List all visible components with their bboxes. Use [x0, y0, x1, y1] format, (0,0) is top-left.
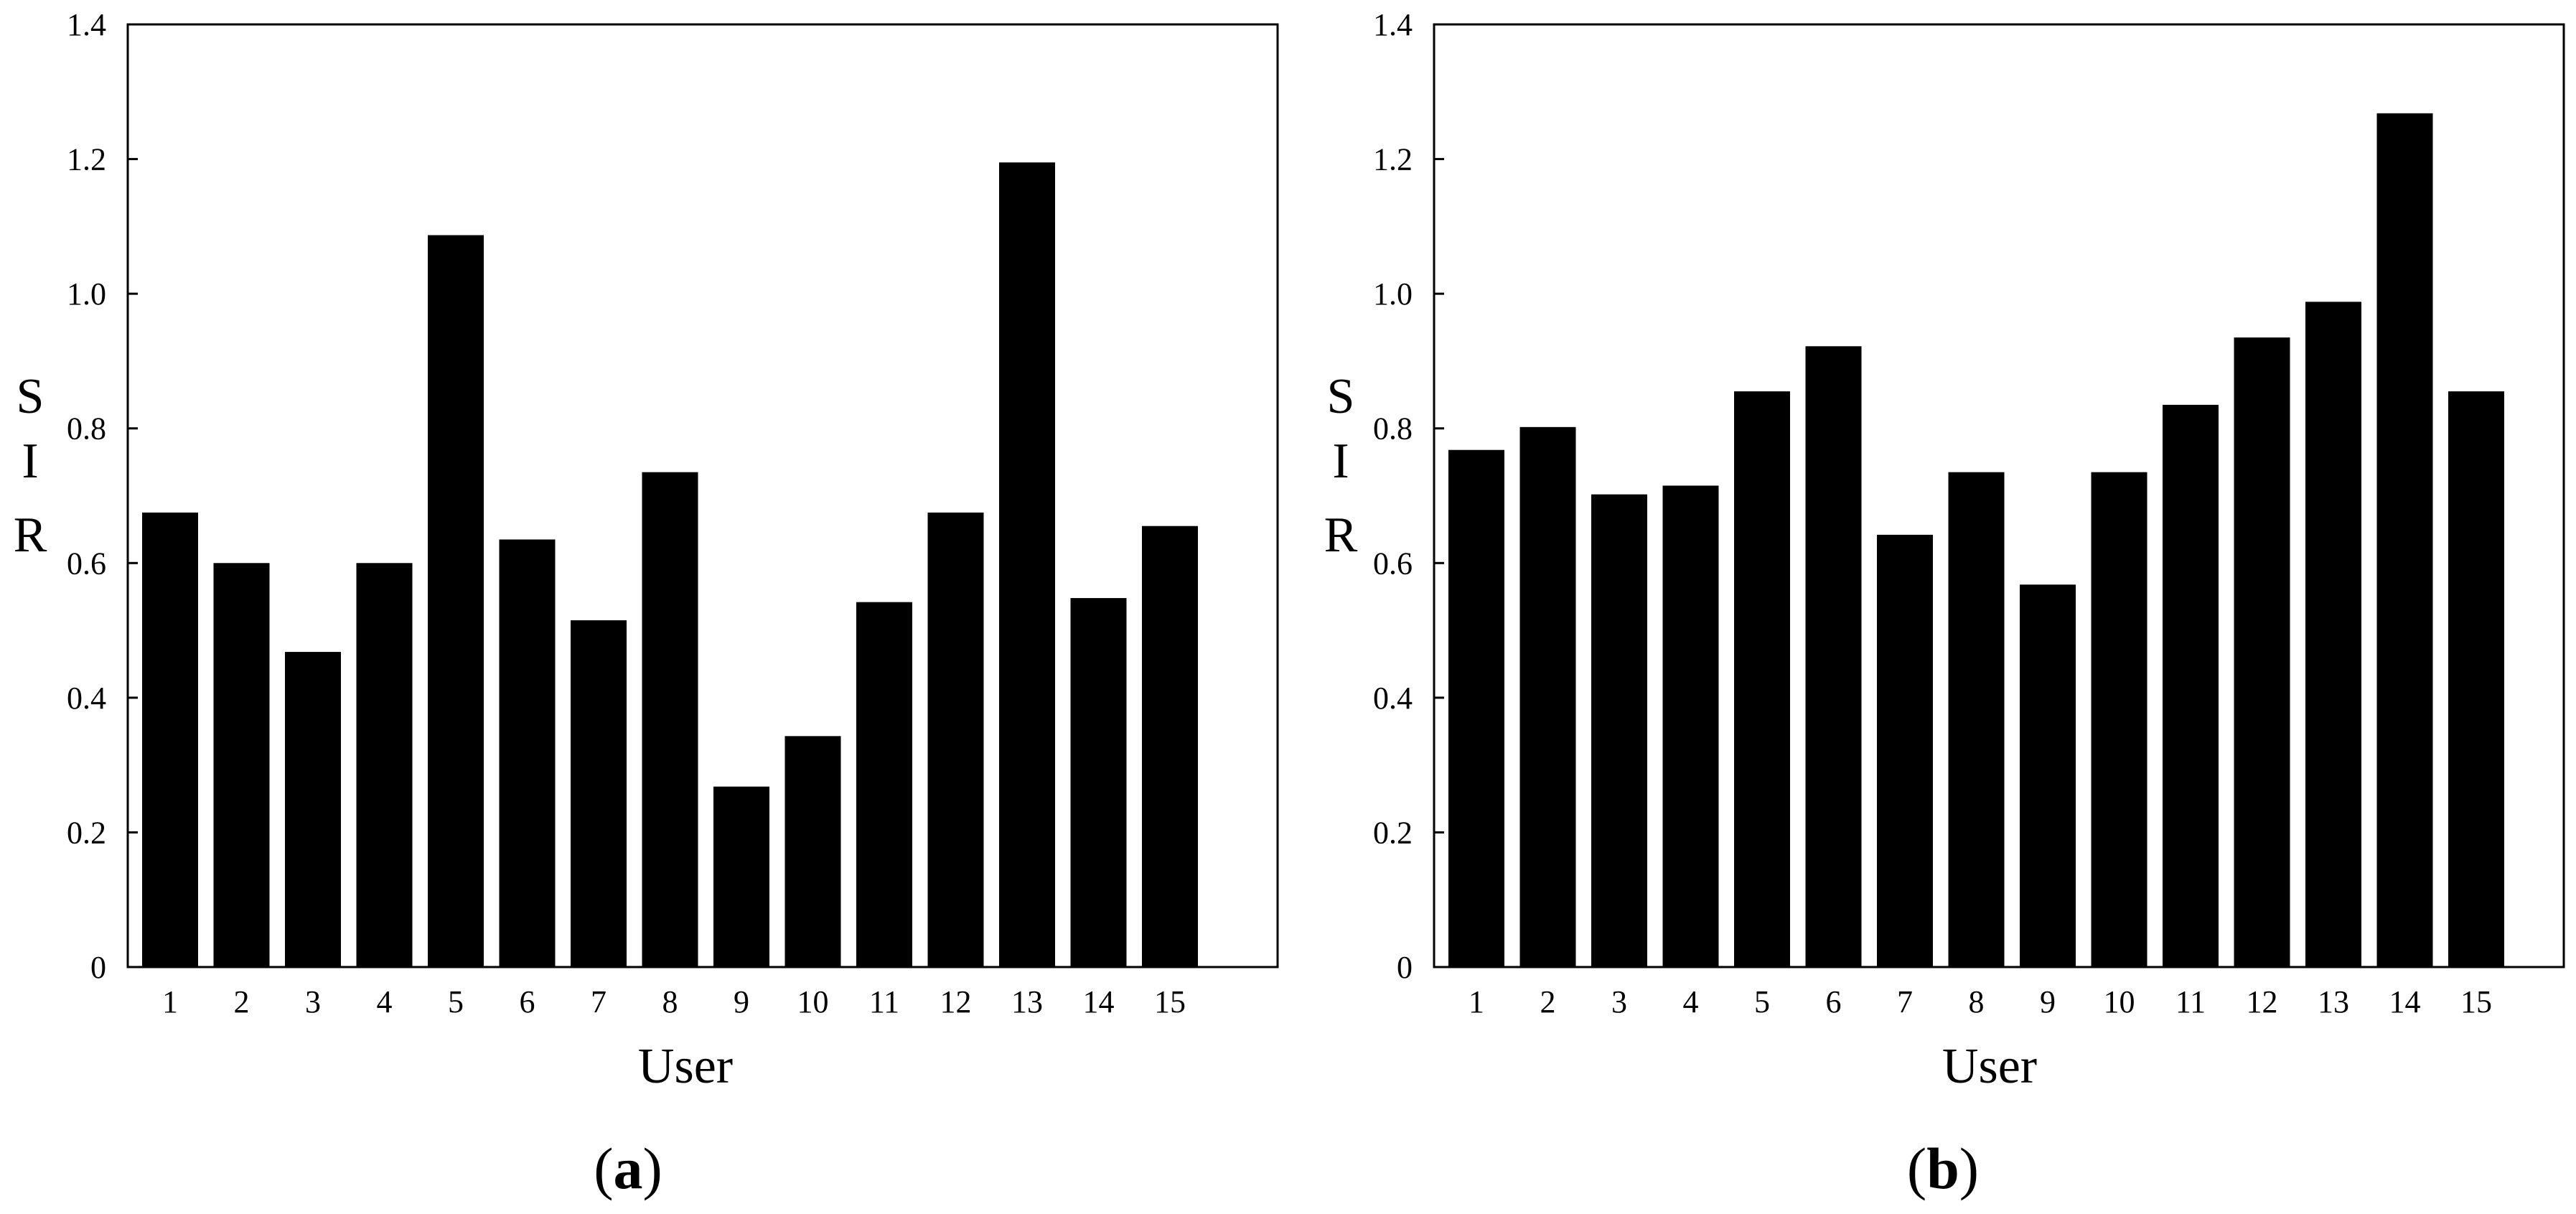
y-tick-label: 1.4 [1373, 7, 1413, 42]
x-axis-title: User [638, 1039, 733, 1094]
x-tick-label: 9 [2040, 984, 2056, 1019]
x-tick-label: 5 [448, 984, 464, 1019]
y-tick-label: 0.2 [67, 815, 106, 850]
chart-panel-a: 00.20.40.60.81.01.21.41 2 3 4 5 6 7 8 9 10 11 12 13 1… [14, 7, 1279, 1201]
bar-user-7 [571, 620, 627, 967]
panel-label: (b) [1907, 1136, 1979, 1201]
x-tick-label: 7 [1897, 984, 1913, 1019]
x-tick-label: 15 [1154, 984, 1186, 1019]
y-axis-title-letter: S [1327, 369, 1355, 424]
bar-user-8 [1948, 472, 2005, 967]
bar-user-5 [1734, 391, 1790, 967]
x-tick-label: 12 [2247, 984, 2278, 1019]
bar-user-4 [356, 563, 413, 967]
x-tick-label: 1 [162, 984, 178, 1019]
chart-panel-b: 00.20.40.60.81.01.21.41 2 3 4 5 6 7 8 9 10 11 12 13 1… [1324, 7, 2565, 1201]
x-tick-label: 13 [1011, 984, 1043, 1019]
x-tick-label: 2 [234, 984, 250, 1019]
bar-user-8 [642, 472, 698, 967]
bar-user-14 [1070, 598, 1127, 967]
y-tick-label: 0.4 [67, 681, 106, 716]
x-tick-label: 10 [2104, 984, 2135, 1019]
y-tick-label: 0.8 [67, 411, 106, 447]
bar-user-7 [1877, 534, 1933, 967]
bar-user-15 [1142, 526, 1198, 967]
y-tick-label: 0 [1397, 950, 1413, 985]
y-tick-label: 1.2 [67, 142, 106, 177]
bar-user-13 [999, 162, 1055, 967]
bar-user-1 [1448, 449, 1504, 967]
bar-user-4 [1662, 485, 1719, 967]
y-axis-title-letter: I [1332, 434, 1349, 489]
y-tick-label: 1.0 [1373, 276, 1413, 312]
y-tick-label: 0 [90, 950, 106, 985]
x-tick-label: 14 [1083, 984, 1115, 1019]
bar-user-1 [142, 512, 198, 967]
y-axis-title-letter: S [17, 369, 45, 424]
x-tick-label: 3 [305, 984, 321, 1019]
bar-user-15 [2448, 391, 2504, 967]
x-tick-label: 2 [1540, 984, 1556, 1019]
bar-user-2 [1519, 426, 1576, 967]
bar-user-9 [2020, 584, 2076, 967]
x-tick-label: 4 [377, 984, 393, 1019]
x-tick-label: 4 [1683, 984, 1699, 1019]
x-tick-label: 14 [2389, 984, 2421, 1019]
panel-label: (a) [594, 1136, 662, 1201]
bar-user-9 [713, 786, 769, 967]
x-tick-label: 10 [797, 984, 829, 1019]
y-tick-label: 1.4 [67, 7, 106, 42]
y-tick-label: 1.0 [67, 276, 106, 312]
x-tick-label: 13 [2318, 984, 2349, 1019]
bar-user-11 [856, 602, 912, 967]
bar-user-13 [2305, 302, 2361, 967]
x-tick-label: 7 [591, 984, 606, 1019]
x-tick-label: 6 [520, 984, 535, 1019]
bar-user-10 [784, 736, 841, 967]
y-axis-title-letter: R [1324, 508, 1358, 563]
bar-user-11 [2163, 404, 2219, 967]
x-tick-label: 12 [940, 984, 972, 1019]
x-tick-label: 3 [1611, 984, 1627, 1019]
x-tick-label: 1 [1469, 984, 1484, 1019]
x-tick-label: 6 [1826, 984, 1842, 1019]
bar-user-3 [1591, 494, 1647, 967]
y-tick-label: 1.2 [1373, 142, 1413, 177]
bar-user-2 [213, 563, 270, 967]
bar-user-6 [499, 539, 556, 967]
x-axis-title: User [1942, 1039, 2037, 1094]
y-tick-label: 0.8 [1373, 411, 1413, 447]
x-tick-label: 11 [869, 984, 899, 1019]
y-axis-title-letter: I [22, 434, 38, 489]
y-tick-label: 0.4 [1373, 681, 1413, 716]
x-tick-label: 8 [1969, 984, 1985, 1019]
x-tick-label: 15 [2460, 984, 2492, 1019]
bar-user-14 [2376, 113, 2433, 968]
bar-user-10 [2091, 472, 2148, 967]
y-axis-title-letter: R [14, 508, 47, 563]
bar-user-5 [428, 235, 484, 967]
y-tick-label: 0.6 [67, 546, 106, 581]
x-tick-label: 11 [2175, 984, 2206, 1019]
bar-user-6 [1805, 346, 1862, 967]
plot-frame [126, 23, 1279, 968]
bar-user-12 [927, 512, 984, 967]
y-tick-label: 0.6 [1373, 546, 1413, 581]
x-tick-label: 5 [1754, 984, 1770, 1019]
bar-user-12 [2234, 337, 2290, 967]
bar-user-3 [285, 652, 341, 967]
y-tick-label: 0.2 [1373, 815, 1413, 850]
x-tick-label: 9 [734, 984, 749, 1019]
x-tick-label: 8 [662, 984, 678, 1019]
